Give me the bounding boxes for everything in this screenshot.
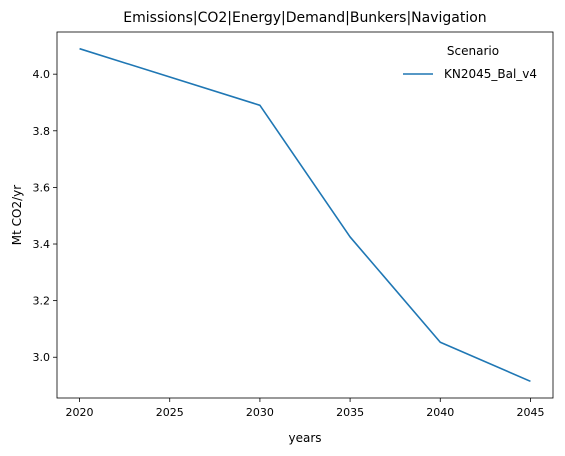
x-tick-label: 2030	[246, 406, 274, 419]
legend-entry-label: KN2045_Bal_v4	[444, 67, 537, 81]
y-tick-label: 4.0	[33, 68, 51, 81]
x-tick-label: 2035	[336, 406, 364, 419]
y-tick-label: 3.2	[33, 295, 51, 308]
y-tick-label: 3.4	[33, 238, 51, 251]
y-tick-label: 3.6	[33, 181, 51, 194]
series-line	[79, 47, 531, 383]
plot-area-frame	[56, 31, 554, 399]
x-tick-label: 2045	[516, 406, 544, 419]
y-tick-label: 3.8	[33, 125, 51, 138]
legend-title: Scenario	[447, 44, 499, 58]
y-tick-label: 3.0	[33, 351, 51, 364]
x-tick-label: 2025	[156, 406, 184, 419]
legend: Scenario KN2045_Bal_v4	[403, 44, 537, 81]
x-tick-label: 2020	[66, 406, 94, 419]
x-tick-label: 2040	[426, 406, 454, 419]
series-layer	[79, 47, 531, 383]
chart-title: Emissions|CO2|Energy|Demand|Bunkers|Navi…	[123, 10, 486, 26]
x-axis-ticks: 2020 2025 2030 2035 2040 2045	[66, 398, 544, 419]
y-axis-ticks: 3.0 3.2 3.4 3.6 3.8 4.0	[33, 68, 57, 364]
x-axis-label: years	[288, 431, 321, 445]
y-axis-label: Mt CO2/yr	[10, 185, 24, 245]
